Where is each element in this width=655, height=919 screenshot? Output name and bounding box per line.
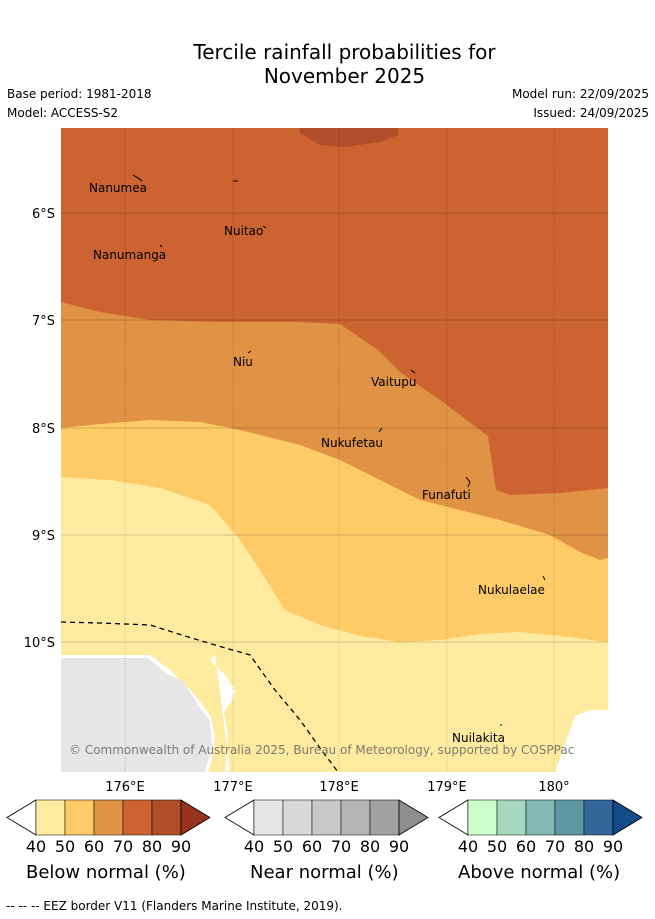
- place-label: Nuilakita: [452, 731, 505, 745]
- base-period: Base period: 1981-2018: [7, 87, 152, 101]
- model-name: Model: ACCESS-S2: [7, 106, 119, 120]
- colorbar-swatch: [93, 799, 124, 836]
- colorbar-swatch: [467, 799, 498, 836]
- colorbar-above-label: Above normal (%): [458, 862, 621, 883]
- colorbar-swatch: [151, 799, 182, 836]
- colorbar-swatch: [525, 799, 556, 836]
- land-mask-grey: [61, 658, 212, 772]
- lat-tick-label: 7°S: [32, 314, 55, 329]
- white-zone-west: [210, 655, 235, 772]
- lat-tick-label: 8°S: [32, 422, 55, 437]
- lon-tick-label: 176°E: [105, 780, 145, 795]
- colorbar-above: 40 50 60 70 80 90: [438, 799, 643, 856]
- colorbar-swatch: [496, 799, 527, 836]
- colorbar-tick-label: 90: [171, 837, 191, 856]
- copyright-notice: © Commonwealth of Australia 2025, Bureau…: [69, 743, 574, 757]
- lat-tick-label: 10°S: [24, 636, 55, 651]
- colorbar-swatch: [340, 799, 371, 836]
- place-label: Nukulaelae: [478, 583, 545, 597]
- colorbar-tick-label: 90: [389, 837, 409, 856]
- colorbar-swatch: [282, 799, 313, 836]
- lon-tick-label: 177°E: [213, 780, 253, 795]
- title-line-1: Tercile rainfall probabilities for: [193, 40, 496, 64]
- place-label: Nuitao: [224, 224, 263, 238]
- colorbar-tick-label: 60: [302, 837, 322, 856]
- colorbar-extend-low: [224, 799, 255, 836]
- lat-tick-label: 9°S: [32, 529, 55, 544]
- lat-tick-label: 6°S: [32, 207, 55, 222]
- model-run: Model run: 22/09/2025: [511, 87, 649, 101]
- colorbar-extend-high: [398, 799, 429, 836]
- colorbar-swatch: [554, 799, 585, 836]
- colorbar-tick-label: 40: [26, 837, 46, 856]
- colorbar-tick-label: 40: [244, 837, 264, 856]
- field-below-40: [299, 128, 398, 147]
- colorbar-swatch: [35, 799, 66, 836]
- colorbar-tick-label: 50: [487, 837, 507, 856]
- colorbar-tick-label: 50: [273, 837, 293, 856]
- colorbar-tick-label: 70: [113, 837, 133, 856]
- colorbar-below: 40 50 60 70 80 90: [6, 799, 211, 856]
- eez-footnote: -- -- -- EEZ border V11 (Flanders Marine…: [6, 899, 343, 913]
- lon-tick-label: 179°E: [427, 780, 467, 795]
- colorbar-tick-label: 70: [331, 837, 351, 856]
- eez-border: [60, 621, 339, 773]
- place-label: Nukufetau: [321, 436, 383, 450]
- colorbar-tick-label: 80: [360, 837, 380, 856]
- place-label: Nanumanga: [93, 248, 166, 262]
- colorbar-swatch: [311, 799, 342, 836]
- island-outlines: [132, 174, 546, 726]
- colorbar-tick-label: 80: [574, 837, 594, 856]
- colorbar-tick-label: 80: [142, 837, 162, 856]
- colorbar-swatch: [253, 799, 284, 836]
- white-zone-south: [555, 710, 608, 772]
- colorbar-tick-label: 70: [545, 837, 565, 856]
- place-label: Nanumea: [89, 181, 147, 195]
- colorbar-swatch: [583, 799, 614, 836]
- colorbar-tick-label: 50: [55, 837, 75, 856]
- probability-fields: [61, 128, 608, 772]
- colorbar-extend-high: [180, 799, 211, 836]
- title-line-2: November 2025: [263, 64, 426, 88]
- colorbar-near: 40 50 60 70 80 90: [224, 799, 429, 856]
- colorbar-extend-low: [438, 799, 469, 836]
- colorbar-below-label: Below normal (%): [26, 862, 186, 883]
- lon-tick-label: 178°E: [319, 780, 359, 795]
- graticule: [61, 128, 608, 772]
- place-label: Vaitupu: [371, 375, 417, 389]
- colorbar-extend-low: [6, 799, 37, 836]
- field-below-40-band: [61, 477, 608, 772]
- place-label: Funafuti: [422, 488, 471, 502]
- colorbar-tick-label: 90: [603, 837, 623, 856]
- place-label: Niu: [233, 355, 253, 369]
- colorbar-tick-label: 40: [458, 837, 478, 856]
- colorbar-swatch: [64, 799, 95, 836]
- colorbar-swatch: [122, 799, 153, 836]
- colorbar-extend-high: [612, 799, 643, 836]
- colorbar-near-label: Near normal (%): [250, 862, 399, 883]
- lon-tick-label: 180°: [538, 780, 569, 795]
- colorbar-tick-label: 60: [516, 837, 536, 856]
- colorbar-swatch: [369, 799, 400, 836]
- issued-date: Issued: 24/09/2025: [533, 106, 649, 120]
- colorbar-tick-label: 60: [84, 837, 104, 856]
